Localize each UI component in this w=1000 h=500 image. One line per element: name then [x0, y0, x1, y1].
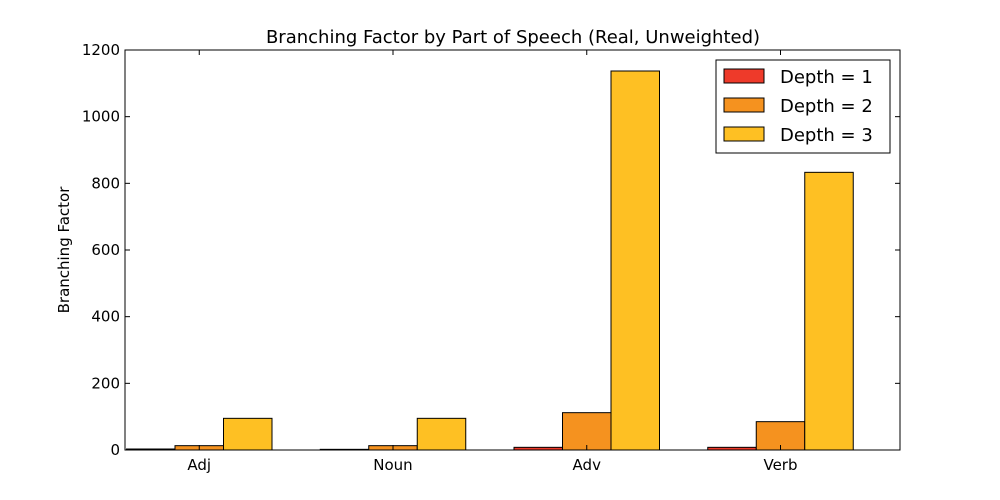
x-tick-label: Verb	[763, 456, 797, 474]
legend-label: Depth = 2	[780, 96, 873, 117]
y-tick-label: 1000	[82, 108, 120, 126]
bar-noun-3	[416, 417, 467, 451]
legend-swatch	[723, 68, 765, 84]
legend-swatch	[723, 97, 765, 113]
x-tick-label: Adv	[573, 456, 602, 474]
y-tick-label: 200	[91, 374, 120, 392]
y-tick-label: 0	[110, 441, 120, 459]
bar-adv-2	[562, 412, 612, 451]
bars-group	[126, 70, 854, 451]
y-tick-label: 800	[91, 174, 120, 192]
bar-adv-3	[610, 70, 660, 451]
x-tick-label: Noun	[373, 456, 412, 474]
legend-label: Depth = 1	[780, 67, 873, 88]
y-tick-label: 1200	[82, 41, 120, 59]
y-axis-label: Branching Factor	[55, 186, 73, 314]
y-tick-label: 400	[91, 308, 120, 326]
legend-swatch	[723, 126, 765, 142]
legend: Depth = 1 Depth = 2 Depth = 3	[715, 59, 891, 154]
x-tick-label: Adj	[187, 456, 211, 474]
chart-title: Branching Factor by Part of Speech (Real…	[266, 27, 760, 48]
y-tick-label: 600	[91, 241, 120, 259]
axes-group: Adj Noun Adv Verb 0 200 400 600 800 1000 1200	[82, 41, 901, 474]
legend-label: Depth = 3	[780, 125, 873, 146]
plot-frame	[124, 49, 901, 451]
bar-verb-3	[804, 171, 854, 451]
bar-adj-3	[223, 417, 273, 451]
